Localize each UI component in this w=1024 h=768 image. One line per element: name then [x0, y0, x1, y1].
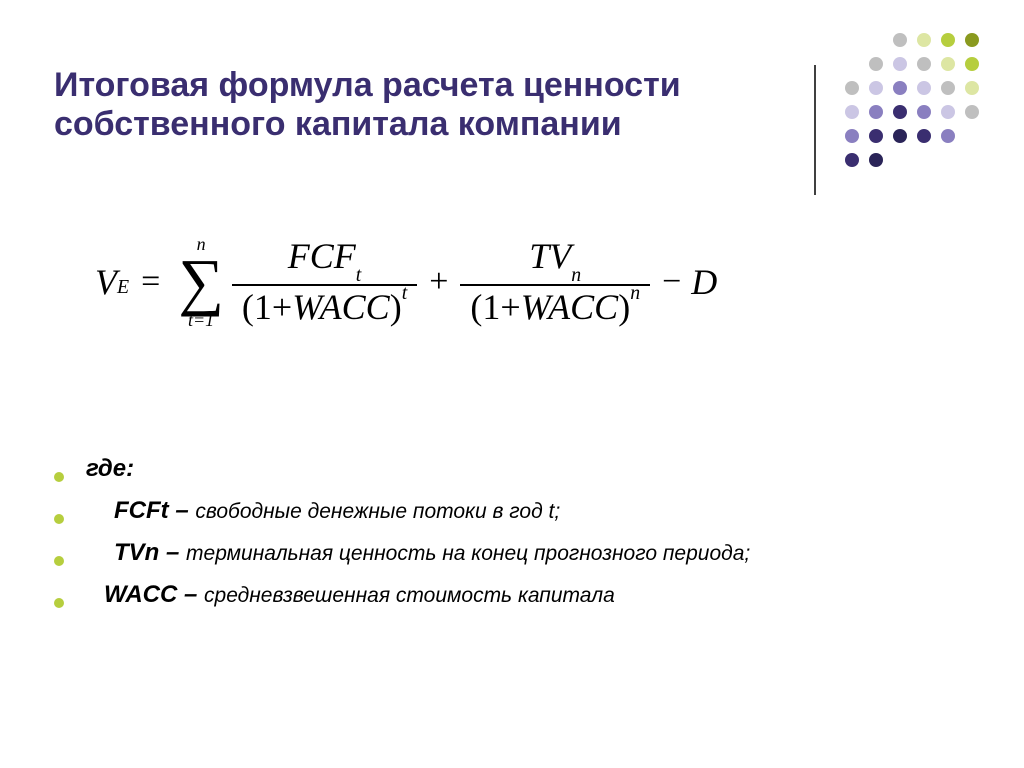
decor-dot	[840, 76, 864, 100]
legend-label: WACC –	[104, 581, 204, 608]
fraction-fcf: FCFt (1+WACC)t	[232, 235, 417, 330]
decor-dot	[864, 148, 888, 172]
legend-item: FCFt – свободные денежные потоки в год t…	[54, 497, 750, 525]
legend-description: свободные денежные потоки в год t;	[195, 500, 560, 523]
legend-item: WACC – средневзвешенная стоимость капита…	[54, 581, 750, 609]
decor-dot	[936, 100, 960, 124]
legend-label: где:	[86, 455, 134, 482]
decor-dot	[912, 76, 936, 100]
plus-sign: +	[419, 263, 458, 301]
fcf-den-close: )	[390, 287, 402, 327]
decor-dot	[864, 76, 888, 100]
decor-dot	[888, 52, 912, 76]
decor-dot	[864, 100, 888, 124]
bullet-icon	[54, 514, 64, 524]
decor-dot	[960, 76, 984, 100]
sum-lower-limit: t=1	[188, 311, 214, 329]
decor-dot	[888, 76, 912, 100]
tv-den-wacc: WACC	[521, 287, 619, 327]
formula-lhs-var: V	[95, 261, 117, 303]
legend-label: FCFt –	[114, 497, 195, 524]
decor-dot	[864, 124, 888, 148]
tv-numer-var: TV	[529, 236, 571, 276]
decor-dot	[960, 28, 984, 52]
slide: Итоговая формула расчета ценности собств…	[0, 0, 1024, 768]
legend-label: TVn –	[114, 539, 186, 566]
fraction-tv: TVn (1+WACC)n	[460, 235, 650, 330]
decor-dot	[888, 148, 912, 172]
decor-dot	[840, 148, 864, 172]
dot-grid-decoration	[840, 28, 984, 172]
decor-dot	[888, 28, 912, 52]
fcf-den-exp: t	[402, 282, 408, 304]
summation-symbol: n ∑ t=1	[178, 235, 224, 329]
formula-tail-d: D	[691, 261, 717, 303]
decor-dot	[912, 52, 936, 76]
tv-numer-sub: n	[571, 264, 581, 286]
decor-dot	[936, 28, 960, 52]
decor-dot	[936, 76, 960, 100]
decor-dot	[912, 124, 936, 148]
legend-description: средневзвешенная стоимость капитала	[204, 584, 615, 607]
tv-den-open: (1+	[470, 287, 520, 327]
title-divider	[814, 65, 816, 195]
decor-dot	[888, 100, 912, 124]
legend-description: терминальная ценность на конец прогнозно…	[186, 542, 750, 565]
legend-text: TVn – терминальная ценность на конец про…	[114, 539, 750, 567]
minus-sign: −	[652, 263, 691, 301]
tv-den-exp: n	[630, 282, 640, 304]
fcf-den-wacc: WACC	[292, 287, 390, 327]
slide-title: Итоговая формула расчета ценности собств…	[54, 66, 774, 144]
decor-dot	[840, 28, 864, 52]
decor-dot	[888, 124, 912, 148]
decor-dot	[936, 124, 960, 148]
decor-dot	[864, 52, 888, 76]
decor-dot	[912, 100, 936, 124]
decor-dot	[840, 52, 864, 76]
tv-den-close: )	[618, 287, 630, 327]
legend-text: WACC – средневзвешенная стоимость капита…	[104, 581, 615, 609]
fcf-numer-var: FCF	[288, 236, 356, 276]
decor-dot	[840, 124, 864, 148]
fcf-numer-sub: t	[356, 264, 362, 286]
decor-dot	[960, 148, 984, 172]
bullet-icon	[54, 472, 64, 482]
decor-dot	[840, 100, 864, 124]
legend-item: TVn – терминальная ценность на конец про…	[54, 539, 750, 567]
formula-lhs-sub: E	[117, 276, 129, 299]
fcf-den-open: (1+	[242, 287, 292, 327]
bullet-icon	[54, 556, 64, 566]
decor-dot	[960, 100, 984, 124]
legend-text: где:	[86, 455, 134, 483]
decor-dot	[936, 52, 960, 76]
decor-dot	[960, 52, 984, 76]
legend-list: где: FCFt – свободные денежные потоки в г…	[54, 455, 750, 623]
decor-dot	[912, 28, 936, 52]
equals-sign: =	[129, 263, 172, 301]
bullet-icon	[54, 598, 64, 608]
decor-dot	[864, 28, 888, 52]
equity-value-formula: V E = n ∑ t=1 FCFt (1+WACC)t + TVn	[95, 235, 717, 330]
legend-item: где:	[54, 455, 750, 483]
decor-dot	[912, 148, 936, 172]
decor-dot	[960, 124, 984, 148]
legend-text: FCFt – свободные денежные потоки в год t…	[114, 497, 560, 525]
decor-dot	[936, 148, 960, 172]
